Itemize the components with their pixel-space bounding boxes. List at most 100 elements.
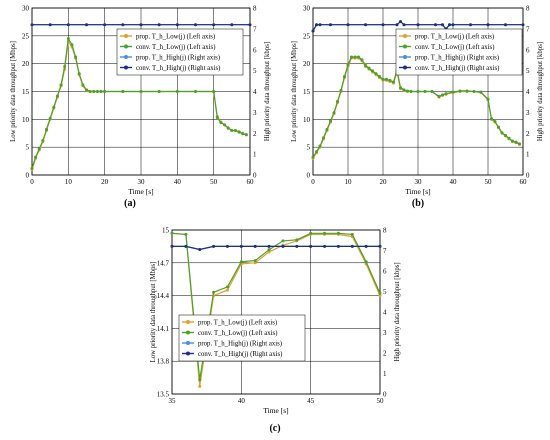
data-point (339, 88, 343, 92)
x-tick-label: 60 (247, 178, 255, 186)
data-point (175, 90, 179, 93)
data-point (241, 132, 245, 136)
y-tick-label: 30 (22, 5, 30, 13)
series-3 (311, 20, 525, 33)
x-tick-label: 40 (450, 178, 458, 186)
data-point (157, 90, 161, 93)
panel-label: (a) (124, 198, 136, 209)
y-right-tick-label: 7 (253, 25, 257, 33)
data-point (253, 261, 257, 265)
plot-frame (31, 7, 251, 176)
data-point (139, 90, 143, 93)
y-right-tick-label: 4 (253, 88, 257, 96)
data-point (253, 259, 257, 263)
data-point (212, 90, 216, 93)
data-point (360, 58, 364, 62)
data-point (364, 23, 367, 27)
y-right-tick-label: 6 (253, 46, 257, 54)
data-point (121, 90, 125, 93)
data-point (336, 244, 340, 248)
data-point (378, 244, 382, 248)
legend-entry: prop. T_h_High(j) (Right axis) (136, 55, 220, 62)
data-point (295, 238, 299, 242)
data-point (504, 133, 507, 137)
x-tick-label: 50 (377, 397, 385, 405)
legend-swatch-marker (124, 55, 128, 59)
data-point (430, 90, 434, 93)
data-point (388, 78, 392, 82)
y-tick-label: 0 (26, 172, 30, 180)
data-point (281, 244, 285, 248)
x-tick-label: 45 (307, 397, 315, 405)
x-tick-label: 10 (345, 178, 353, 186)
legend-swatch-marker (186, 341, 190, 345)
y-tick-label: 25 (22, 32, 30, 40)
data-point (311, 155, 315, 159)
data-point (63, 64, 67, 68)
legend-swatch-marker (403, 55, 407, 59)
data-point (225, 244, 229, 248)
y-tick-label: 13.5 (157, 391, 170, 399)
data-point (41, 138, 45, 142)
y-right-tick-label: 7 (526, 25, 530, 33)
data-point (458, 89, 462, 93)
data-point (374, 72, 378, 76)
legend-swatch-marker (186, 330, 190, 335)
data-point (346, 23, 350, 27)
y-axis-title: Low priority data throughput [Mbps] (10, 41, 17, 142)
data-point (451, 23, 455, 27)
data-point (500, 131, 504, 135)
legend-entry: conv. T_h_Low(j) (Left axis) (136, 44, 215, 51)
y-right-tick-label: 0 (526, 172, 530, 180)
data-point (325, 127, 329, 131)
x-tick-label: 40 (238, 397, 246, 405)
data-point (521, 23, 525, 27)
data-point (34, 155, 38, 159)
data-point (318, 144, 322, 148)
data-point (329, 119, 332, 123)
x-axis-title: Time [s] (128, 187, 153, 196)
data-point (237, 130, 241, 134)
data-point (378, 74, 381, 78)
series-3 (30, 23, 252, 27)
data-point (381, 23, 385, 27)
x-tick-label: 50 (485, 178, 493, 186)
data-point (451, 90, 455, 94)
data-point (399, 86, 402, 90)
data-point (212, 290, 216, 294)
data-point (309, 244, 313, 248)
legend-swatch-marker (403, 44, 407, 49)
data-point (226, 126, 230, 130)
y-right-tick-label: 3 (526, 109, 530, 117)
series-1 (30, 36, 248, 170)
legend-swatch-marker (186, 320, 190, 324)
data-point (30, 23, 34, 27)
data-point (444, 92, 448, 96)
data-point (239, 244, 243, 248)
legend-entry: conv. T_h_Low(j) (Left axis) (198, 330, 277, 337)
data-point (346, 63, 350, 67)
plot-frame (312, 7, 524, 176)
series-line (171, 232, 381, 387)
y-right-tick-label: 1 (383, 370, 387, 378)
data-point (212, 23, 216, 27)
y-right-tick-label: 6 (526, 46, 530, 54)
data-point (212, 244, 216, 248)
data-point (448, 23, 451, 27)
data-point (198, 378, 202, 382)
data-point (434, 23, 437, 27)
x-tick-label: 0 (30, 178, 34, 186)
data-point (441, 93, 444, 97)
data-point (493, 120, 497, 124)
y-axis-title: Low priority data throughput [Mbps] (291, 41, 298, 142)
y-right-tick-label: 5 (526, 67, 530, 75)
panel-label: (b) (412, 198, 424, 209)
data-point (37, 147, 41, 151)
data-point (230, 128, 234, 132)
legend: prop. T_h_Low(j) (Left axis) conv. T_h_Lo… (116, 28, 244, 76)
data-point (230, 23, 234, 27)
data-point (103, 23, 107, 27)
